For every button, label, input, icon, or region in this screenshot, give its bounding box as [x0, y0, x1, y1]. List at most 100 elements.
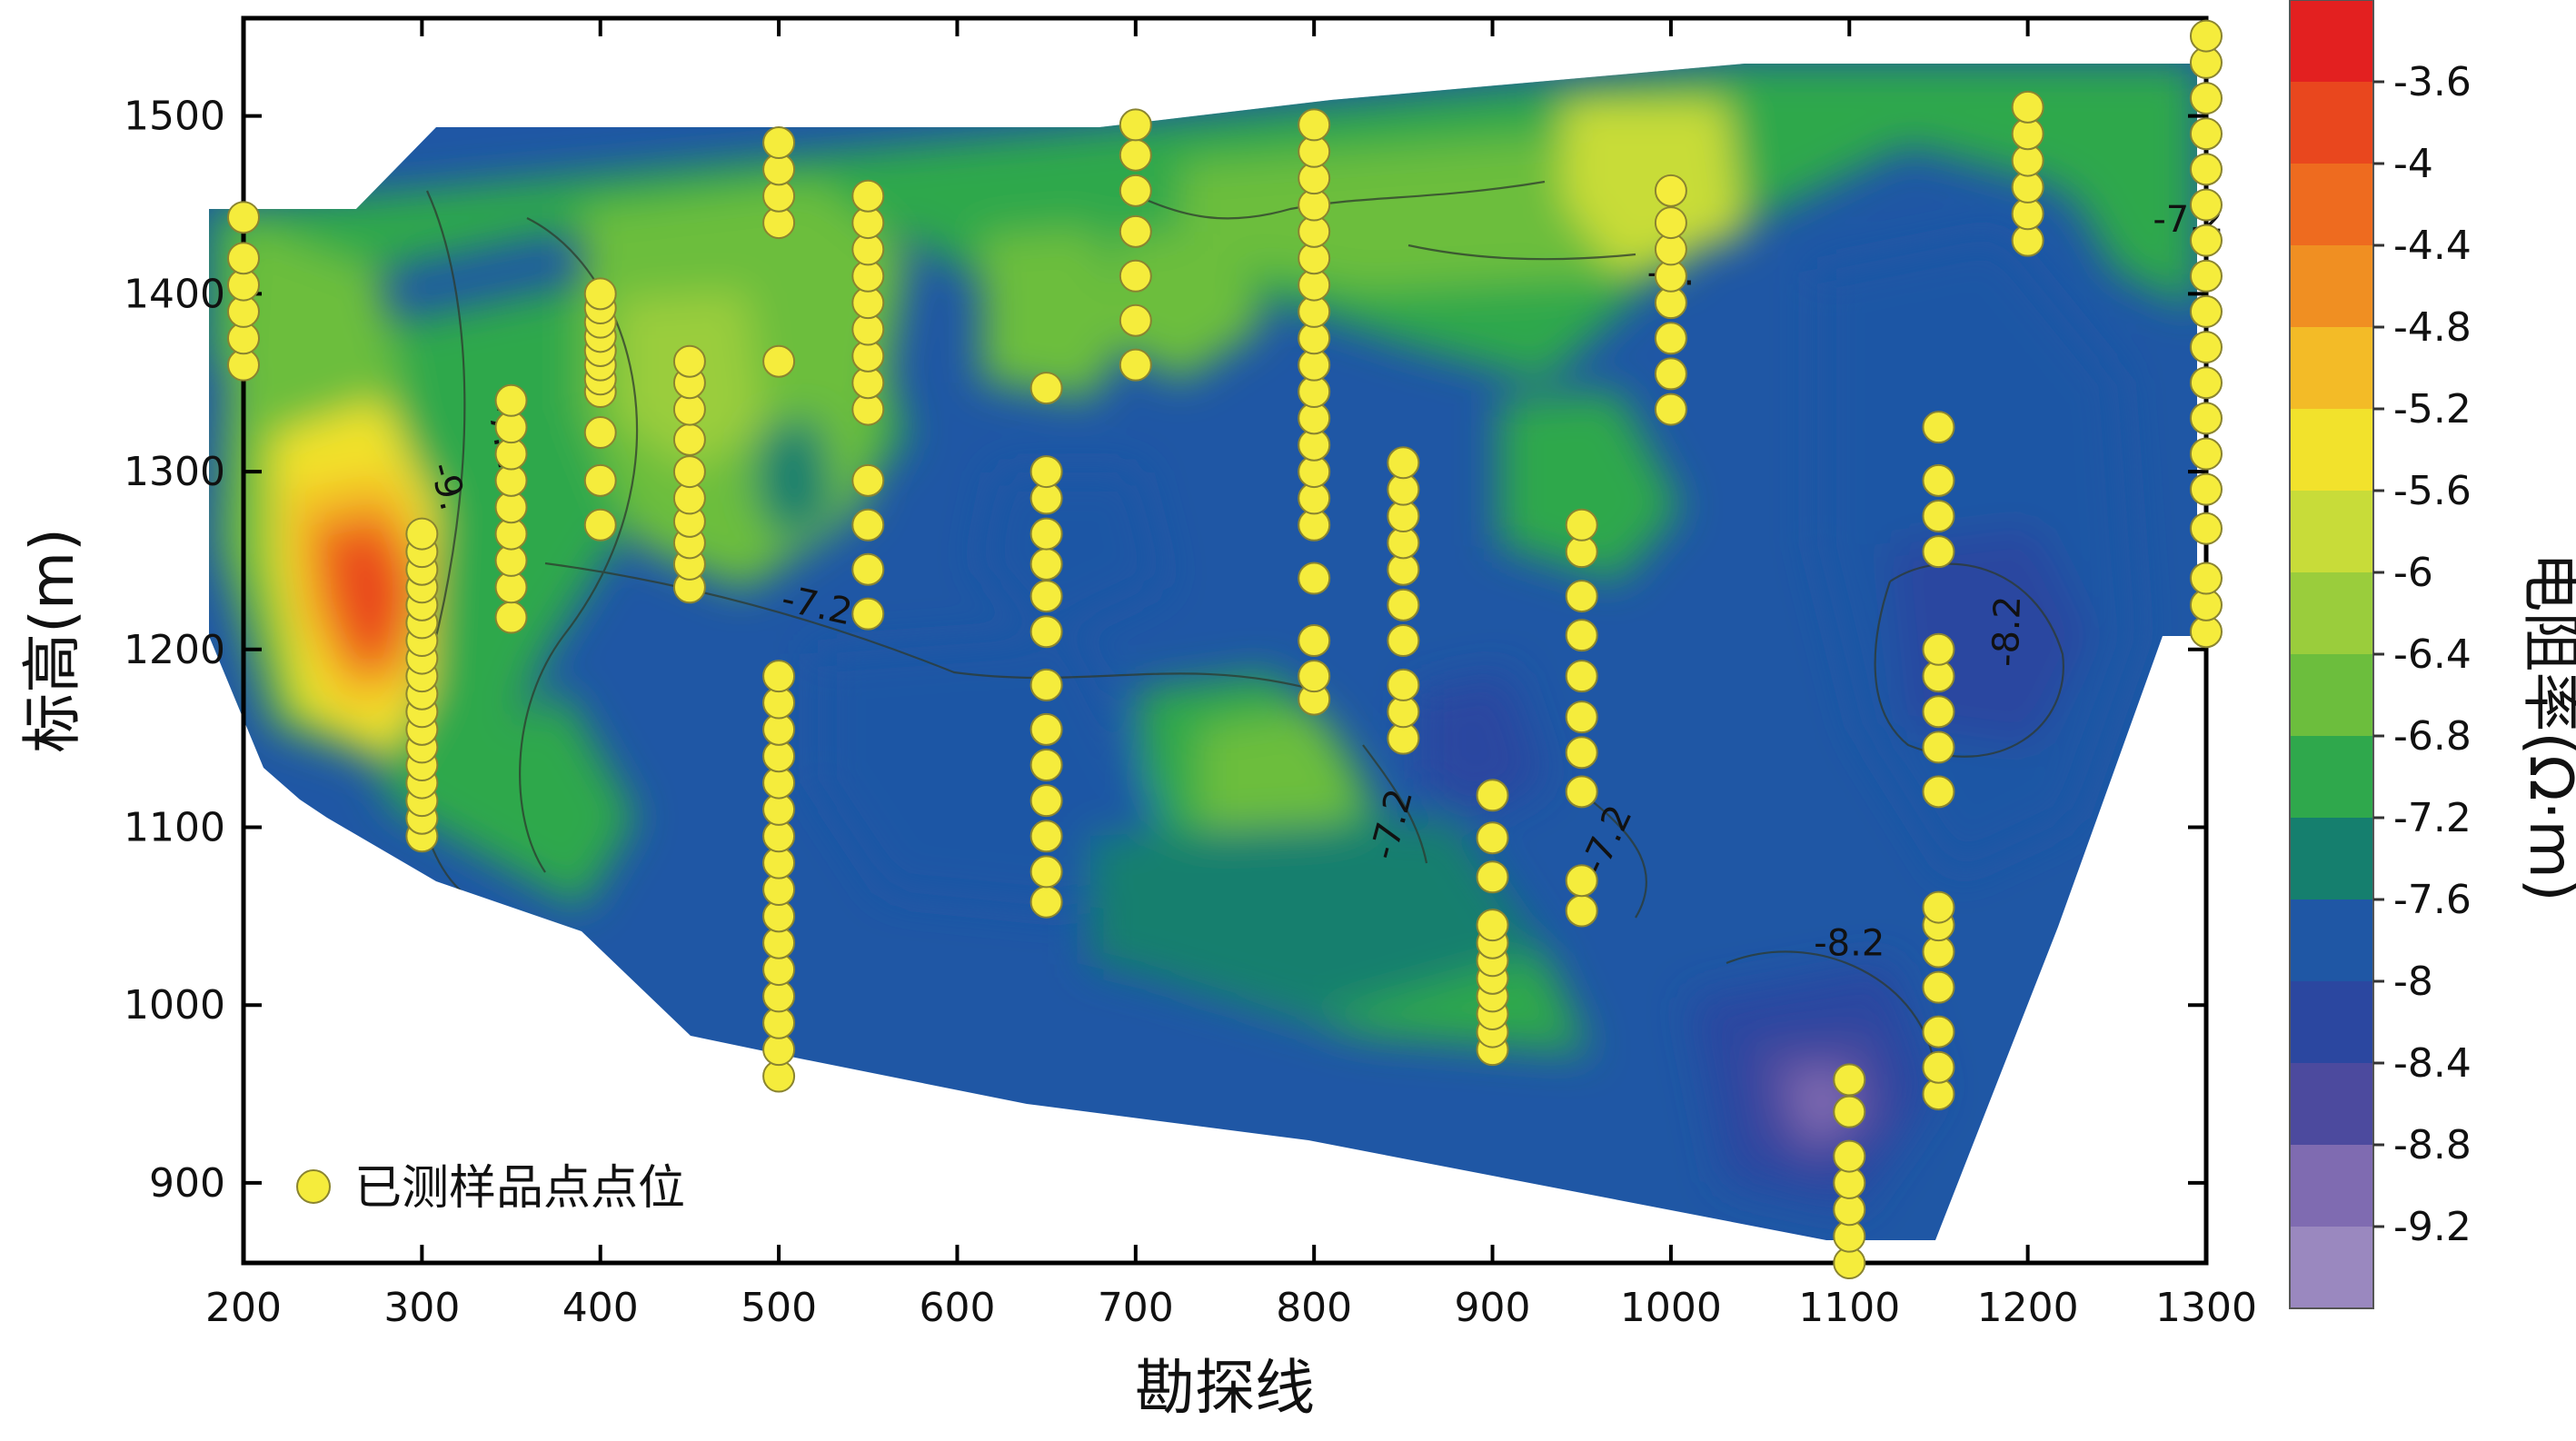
sample-point [2190, 331, 2223, 364]
sample-point [1298, 108, 1331, 142]
colorbar-band [2290, 1063, 2373, 1146]
sample-point [2190, 117, 2223, 151]
sample-point [2190, 19, 2223, 53]
colorbar-tick-label: -9.2 [2393, 1204, 2472, 1250]
colorbar-tick-label: -4.4 [2393, 223, 2472, 269]
sample-point [1833, 1139, 1866, 1173]
sample-point [1029, 712, 1063, 746]
sample-point [2190, 188, 2223, 222]
sample-point [494, 383, 528, 417]
sample-point [1654, 357, 1687, 391]
sample-point [1119, 214, 1152, 248]
colorbar-band [2290, 491, 2373, 573]
sample-points [227, 19, 2223, 1279]
sample-point [227, 242, 260, 275]
sample-point [2190, 437, 2223, 471]
sample-point [672, 422, 706, 456]
sample-point [1922, 695, 1955, 729]
sample-point [1387, 624, 1420, 657]
sample-point [494, 601, 528, 634]
sample-point [1029, 615, 1063, 649]
sample-point [2190, 153, 2223, 186]
sample-point [1476, 779, 1509, 812]
sample-point [672, 344, 706, 378]
contour-label: -8.2 [1814, 922, 1885, 964]
sample-point [2190, 512, 2223, 545]
sample-point [1298, 561, 1331, 595]
sample-point [1119, 174, 1152, 207]
sample-point [583, 463, 617, 497]
colorbar-tick-label: -8.4 [2393, 1040, 2472, 1087]
sample-point [1387, 446, 1420, 480]
sample-point [1922, 775, 1955, 809]
colorbar-band [2290, 1227, 2373, 1309]
x-tick-label: 200 [205, 1285, 282, 1331]
sample-point [583, 416, 617, 450]
y-tick-label: 1100 [124, 805, 225, 851]
legend-marker [296, 1169, 331, 1204]
colorbar-band [2290, 0, 2373, 83]
sample-point [583, 277, 617, 311]
sample-point [1029, 547, 1063, 581]
sample-point [1922, 535, 1955, 569]
colorbar-tick-label: -4.8 [2393, 304, 2472, 351]
contour-label: -8.2 [1984, 595, 2029, 668]
x-tick-label: 800 [1276, 1285, 1352, 1331]
axis-ticks: 200 300 400 500 600 700 800 900 1000 1100 1200 1300… [124, 18, 2257, 1331]
sample-point [1029, 668, 1063, 701]
colorbar-tick-label: -3.6 [2393, 59, 2472, 105]
colorbar-band [2290, 654, 2373, 737]
sample-point [1565, 660, 1598, 693]
sample-point [1565, 508, 1598, 542]
x-tick-label: 300 [383, 1285, 460, 1331]
sample-point [1922, 632, 1955, 666]
sample-point [1029, 455, 1063, 489]
sample-point [1922, 1015, 1955, 1048]
sample-point [1476, 860, 1509, 894]
sample-point [851, 508, 885, 542]
sample-point [851, 597, 885, 631]
sample-point [1565, 619, 1598, 652]
colorbar-tick-label: -6.4 [2393, 631, 2472, 678]
sample-point [1298, 624, 1331, 657]
sample-point [2011, 90, 2044, 124]
sample-point [2190, 561, 2223, 595]
legend-label: 已测样品点点位 [354, 1161, 685, 1216]
sample-point [762, 126, 796, 159]
sample-point [1565, 736, 1598, 770]
sample-point [1565, 894, 1598, 928]
sample-point [1565, 580, 1598, 613]
sample-point [1922, 970, 1955, 1004]
sample-point [2190, 259, 2223, 293]
x-tick-label: 900 [1455, 1285, 1531, 1331]
y-tick-label: 1200 [124, 627, 225, 673]
sample-point [1922, 463, 1955, 497]
sample-point [851, 552, 885, 586]
sample-point [2190, 472, 2223, 506]
sample-point [1833, 1063, 1866, 1097]
sample-point [1922, 1050, 1955, 1084]
colorbar-band [2290, 245, 2373, 328]
sample-point [1565, 775, 1598, 809]
y-tick-label: 1300 [124, 449, 225, 495]
sample-point [1119, 348, 1152, 382]
sample-point [1654, 322, 1687, 355]
sample-point [1119, 303, 1152, 337]
sample-point [851, 179, 885, 213]
sample-point [2190, 366, 2223, 400]
x-tick-label: 1200 [1977, 1285, 2079, 1331]
colorbar-band [2290, 1145, 2373, 1227]
sample-point [1119, 259, 1152, 293]
sample-point [672, 455, 706, 489]
colorbar: -3.6 -4 -4.4 -4.8 -5.2 -5.6 -6 -6.4 -6.8 -7.2 -7.6… [2289, 0, 2472, 1309]
x-tick-label: 600 [919, 1285, 995, 1331]
sample-point [1833, 1095, 1866, 1128]
colorbar-band [2290, 164, 2373, 246]
sample-point [1029, 784, 1063, 818]
sample-point [1029, 855, 1063, 889]
sample-point [1654, 393, 1687, 426]
colorbar-title: 电阻率(Ω·m) [2516, 552, 2576, 901]
sample-point [2190, 82, 2223, 115]
sample-point [2190, 294, 2223, 328]
